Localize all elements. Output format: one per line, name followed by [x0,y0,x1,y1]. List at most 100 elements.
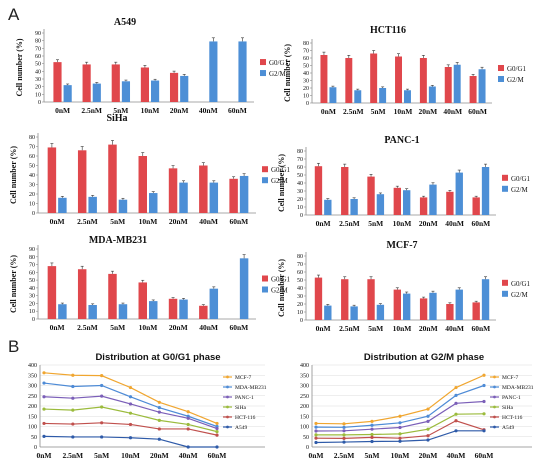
bar-mcf-7-g0-g1-0nm [314,277,323,320]
x-tick-label-distribution-at-g0-g1-phase-10nm: 10nM [121,451,140,460]
bar-mda-mb231-g0-g1-0nm [47,266,57,319]
x-tick-label-distribution-at-g0-g1-phase-60nm: 60nM [208,451,227,460]
bar-hct116-g2-m-0nm [329,87,337,103]
y-tick-label-distribution-at-g2-m-phase: 50 [303,435,309,441]
bar-mcf-7-g2-m-60nm [481,279,490,320]
y-tick-label-siha: 10 [29,202,35,208]
x-tick-label-distribution-at-g2-m-phase-0nm: 0nM [309,451,324,460]
y-tick-label-siha: 0 [32,211,35,217]
bar-hct116-g2-m-60nm [478,69,486,103]
point-distribution-at-g2-m-phase-hct-116-10nm [398,436,402,440]
point-distribution-at-g0-g1-phase-hct-116-5nm [100,421,104,425]
y-tick-label-mcf-7: 70 [297,262,303,268]
legend-swatch-hct116-g0-g1 [498,65,504,71]
point-distribution-at-g0-g1-phase-mcf-7-10nm [128,385,133,390]
bar-panc-1-g2-m-10nm [403,190,411,215]
chart-mcf-7: MCF-7 Cell number (%) 0 10 20 30 40 50 60 70 80 0nM… [277,240,531,333]
x-tick-label-hct116-5nm: 5nM [371,107,386,116]
bar-mda-mb231-g2-m-0nm [58,304,67,319]
y-tick-label-a549: 40 [35,69,41,75]
legend-marker-distribution-at-g0-g1-phase-siha [226,405,229,409]
y-tick-label-panc-1: 50 [297,173,303,179]
chart-title-distribution-at-g2-m-phase: Distribution at G2/M phase [364,352,484,363]
bar-a549-g0-g1-10nm [140,67,149,102]
point-distribution-at-g0-g1-phase-hct-116-10nm [128,422,133,427]
bar-siha-g0-g1-0nm [47,147,57,213]
x-tick-label-mda-mb231-20nm: 20nM [169,323,188,332]
point-distribution-at-g2-m-phase-hct-116-2-5nm [342,436,346,440]
point-distribution-at-g2-m-phase-mda-mb231-10nm [398,421,402,425]
y-tick-label-hct116: 80 [303,41,309,47]
point-distribution-at-g2-m-phase-a549-2-5nm [342,440,346,444]
x-tick-label-panc-1-20nm: 20nM [419,219,438,228]
y-tick-label-distribution-at-g0-g1-phase: 0 [34,445,37,451]
y-tick-label-distribution-at-g0-g1-phase: 350 [28,373,37,379]
point-distribution-at-g2-m-phase-siha-5nm [370,432,374,437]
y-tick-label-distribution-at-g0-g1-phase: 150 [28,414,37,420]
y-tick-label-mcf-7: 10 [297,310,303,316]
bar-hct116-g0-g1-60nm [469,76,477,103]
point-distribution-at-g2-m-phase-panc-1-40nm [454,401,458,405]
bar-siha-g2-m-2-5nm [88,196,97,213]
point-distribution-at-g2-m-phase-a549-40nm [454,429,458,433]
y-tick-label-distribution-at-g0-g1-phase: 300 [28,384,37,390]
x-tick-label-distribution-at-g0-g1-phase-20nm: 20nM [150,451,169,460]
bar-hct116-g2-m-40nm [453,64,461,103]
y-tick-label-a549: 90 [35,31,41,37]
point-distribution-at-g0-g1-phase-mcf-7-0nm [42,371,46,375]
chart-title-panc-1: PANC-1 [384,135,419,146]
bar-hct116-g0-g1-20nm [419,58,427,103]
x-tick-label-a549-2-5nm: 2.5nM [81,106,102,115]
bar-a549-g2-m-5nm [121,81,131,102]
bar-siha-g2-m-0nm [58,197,67,213]
y-tick-label-distribution-at-g0-g1-phase: 50 [31,435,37,441]
y-tick-label-mda-mb231: 40 [29,286,35,292]
legend-marker-distribution-at-g0-g1-phase-mda-mb231 [226,385,229,389]
point-distribution-at-g0-g1-phase-hct-116-60nm [215,433,219,437]
point-distribution-at-g0-g1-phase-siha-40nm [186,422,190,427]
legend-label-distribution-at-g2-m-phase-hct-116: HCT-116 [502,415,523,421]
bar-mda-mb231-g0-g1-20nm [168,298,178,319]
point-distribution-at-g2-m-phase-siha-0nm [314,433,318,437]
y-tick-label-panc-1: 0 [300,213,303,219]
y-tick-label-siha: 50 [29,164,35,170]
bar-panc-1-g0-g1-0nm [314,166,323,215]
bar-mcf-7-g2-m-10nm [403,293,411,320]
y-tick-label-mda-mb231: 90 [29,247,35,253]
x-tick-label-a549-10nm: 10nM [141,106,160,115]
y-tick-label-mcf-7: 0 [300,318,303,324]
point-distribution-at-g0-g1-phase-hct-116-40nm [186,427,190,431]
point-distribution-at-g2-m-phase-hct-116-40nm [454,419,458,423]
x-tick-label-hct116-10nm: 10nM [394,107,413,116]
y-tick-label-distribution-at-g2-m-phase: 100 [300,425,309,431]
bar-a549-g0-g1-5nm [111,64,120,102]
legend-swatch-mda-mb231-g0-g1 [262,275,268,282]
point-distribution-at-g2-m-phase-panc-1-20nm [426,419,430,423]
x-tick-label-distribution-at-g2-m-phase-60nm: 60nM [475,451,494,460]
point-distribution-at-g0-g1-phase-mcf-7-20nm [157,400,161,404]
point-distribution-at-g2-m-phase-hct-116-20nm [426,434,430,438]
bar-panc-1-g2-m-2-5nm [350,199,358,215]
bar-hct116-g0-g1-40nm [444,67,452,103]
y-tick-label-siha: 70 [29,145,35,151]
bar-hct116-g0-g1-10nm [395,56,402,103]
y-tick-label-distribution-at-g0-g1-phase: 200 [28,404,37,410]
legend-swatch-mda-mb231-g2-m [262,286,268,293]
bar-mcf-7-g0-g1-20nm [419,298,428,320]
legend-swatch-hct116-g2-m [498,76,504,82]
bar-mda-mb231-g0-g1-5nm [108,273,117,319]
x-tick-label-distribution-at-g2-m-phase-10nm: 10nM [391,451,410,460]
y-tick-label-a549: 70 [35,46,41,52]
point-distribution-at-g2-m-phase-a549-10nm [398,439,402,443]
bar-a549-g2-m-40nm [209,41,218,102]
point-distribution-at-g0-g1-phase-a549-20nm [157,437,161,441]
chart-title-mcf-7: MCF-7 [386,240,417,251]
y-tick-label-a549: 80 [35,39,41,45]
chart-title-mda-mb231: MDA-MB231 [89,235,147,246]
x-tick-label-panc-1-10nm: 10nM [393,219,412,228]
bar-a549-g0-g1-20nm [169,72,179,102]
x-tick-label-mda-mb231-2-5nm: 2.5nM [77,323,98,332]
point-distribution-at-g2-m-phase-a549-5nm [370,439,374,444]
